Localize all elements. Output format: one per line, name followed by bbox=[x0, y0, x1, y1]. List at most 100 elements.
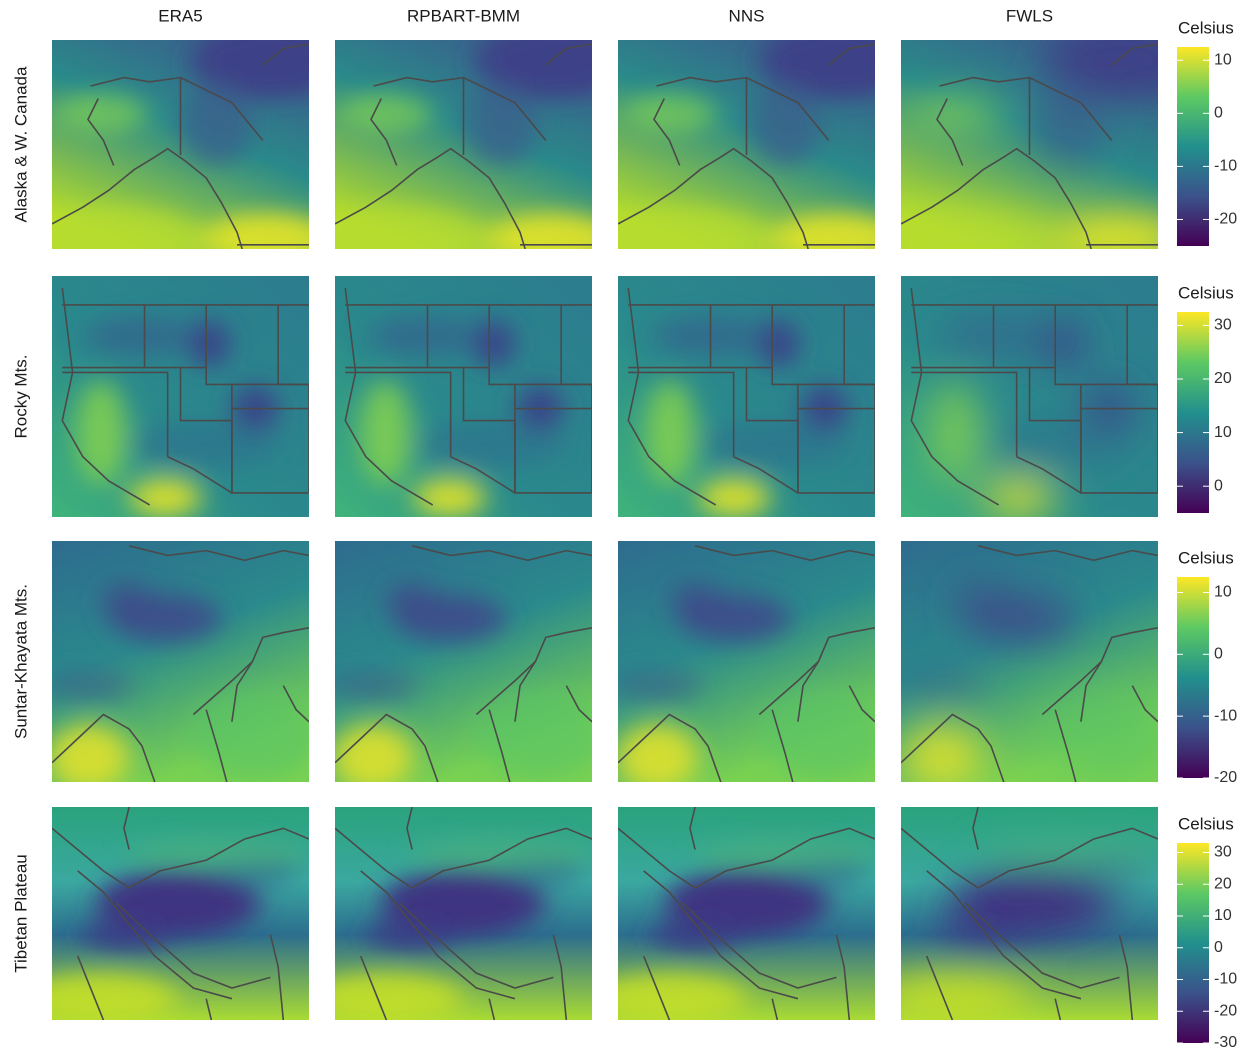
border-line bbox=[628, 372, 733, 456]
border-line bbox=[965, 903, 1119, 988]
colorbar-tick-label: 10 bbox=[1214, 584, 1232, 601]
colorbar-tick-label: -10 bbox=[1214, 158, 1237, 175]
colorbar-tick-label: -20 bbox=[1214, 1002, 1237, 1019]
temperature-field bbox=[335, 836, 592, 1020]
border-line bbox=[278, 305, 309, 385]
border-line bbox=[62, 288, 149, 505]
row-label: Tibetan Plateau bbox=[11, 854, 30, 972]
temperature-blob bbox=[488, 213, 592, 249]
border-line bbox=[129, 546, 309, 560]
temperature-blob bbox=[473, 319, 515, 368]
colorbar-tick-label: 0 bbox=[1214, 477, 1223, 494]
border-line bbox=[747, 78, 829, 141]
temperature-blob bbox=[982, 478, 1055, 517]
border-line bbox=[232, 662, 253, 722]
map-panel bbox=[618, 40, 875, 249]
border-line bbox=[618, 149, 808, 249]
colorbar-tick-label: -10 bbox=[1214, 707, 1237, 724]
border-line bbox=[464, 78, 546, 141]
map-panel bbox=[618, 276, 875, 517]
border-line bbox=[371, 99, 397, 166]
border-line bbox=[1055, 710, 1076, 782]
colorbar-tick-label: 0 bbox=[1214, 646, 1223, 663]
temperature-field bbox=[52, 40, 309, 249]
temperature-blob bbox=[126, 420, 281, 469]
border-line bbox=[232, 384, 309, 492]
temperature-blob bbox=[413, 478, 486, 517]
border-line bbox=[335, 828, 592, 888]
temperature-field bbox=[901, 581, 1158, 782]
temperature-blob bbox=[618, 973, 748, 1020]
map-panel bbox=[618, 807, 875, 1020]
border-line bbox=[546, 44, 592, 65]
border-line bbox=[515, 384, 592, 492]
border-line bbox=[374, 78, 464, 155]
temperature-blob bbox=[101, 581, 153, 621]
temperature-blob bbox=[365, 917, 458, 952]
temperature-blob bbox=[52, 207, 204, 249]
map-panel bbox=[618, 541, 875, 782]
colorbar bbox=[1177, 577, 1209, 778]
colorbar-tick-label: -20 bbox=[1214, 211, 1237, 228]
border-line bbox=[206, 710, 227, 782]
border-line bbox=[476, 628, 592, 715]
temperature-blob bbox=[52, 671, 135, 701]
column-title: RPBART-BMM bbox=[407, 6, 520, 25]
temperature-blob bbox=[757, 319, 799, 368]
border-line bbox=[407, 807, 412, 850]
temperature-blob bbox=[901, 671, 989, 701]
border-line bbox=[1030, 78, 1112, 141]
border-line bbox=[1017, 457, 1081, 493]
border-line bbox=[270, 935, 283, 1020]
colorbar-tick-label: 10 bbox=[1214, 51, 1232, 68]
map-panel bbox=[52, 541, 309, 782]
temperature-field bbox=[52, 581, 309, 782]
colorbar-tick-label: -10 bbox=[1214, 971, 1237, 988]
border-line bbox=[1055, 999, 1060, 1020]
border-line bbox=[978, 546, 1158, 560]
colorbar-tick-label: 20 bbox=[1214, 875, 1232, 892]
temperature-blob bbox=[695, 836, 875, 871]
temperature-blob bbox=[52, 724, 130, 782]
row-label: Rocky Mts. bbox=[11, 354, 30, 438]
temperature-field bbox=[618, 581, 875, 782]
temperature-blob bbox=[335, 724, 414, 782]
border-line bbox=[345, 372, 450, 456]
temperature-field bbox=[335, 581, 592, 782]
temperature-blob bbox=[335, 671, 420, 701]
border-line bbox=[283, 686, 309, 722]
temperature-blob bbox=[191, 690, 309, 778]
temperature-blob bbox=[908, 92, 1001, 135]
border-line bbox=[489, 710, 510, 782]
column-title: ERA5 bbox=[158, 6, 202, 25]
temperature-blob bbox=[188, 319, 230, 368]
border-line bbox=[1132, 686, 1158, 722]
temperature-blob bbox=[385, 581, 438, 621]
map-panel bbox=[335, 541, 592, 782]
temperature-blob bbox=[772, 213, 875, 249]
temperature-blob bbox=[929, 379, 981, 486]
colorbar-tick-label: 30 bbox=[1214, 317, 1232, 334]
border-line bbox=[399, 903, 553, 988]
temperature-field bbox=[901, 836, 1158, 1020]
border-line bbox=[412, 546, 592, 560]
temperature-blob bbox=[901, 724, 983, 782]
temperature-blob bbox=[335, 973, 463, 1020]
temperature-blob bbox=[652, 316, 766, 356]
border-line bbox=[335, 715, 438, 782]
border-line bbox=[772, 305, 875, 385]
border-line bbox=[911, 288, 998, 505]
temperature-blob bbox=[367, 316, 481, 356]
temperature-blob bbox=[644, 379, 696, 486]
temperature-blob bbox=[411, 420, 566, 469]
border-line bbox=[772, 710, 793, 782]
temperature-blob bbox=[954, 581, 1007, 621]
border-line bbox=[181, 78, 263, 141]
border-line bbox=[193, 628, 309, 715]
temperature-blob bbox=[180, 81, 253, 166]
temperature-blob bbox=[623, 92, 717, 135]
colorbar-title: Celsius bbox=[1178, 283, 1234, 302]
map-panel bbox=[901, 541, 1158, 782]
border-line bbox=[335, 149, 525, 249]
